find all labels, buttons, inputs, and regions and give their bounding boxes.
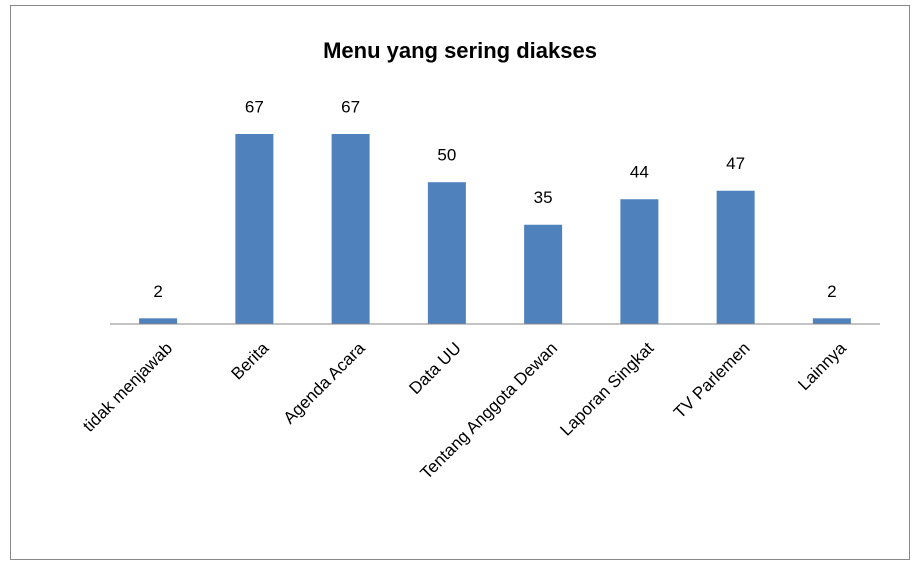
bar	[331, 134, 370, 324]
chart-title: Menu yang sering diakses	[323, 38, 597, 63]
bar	[716, 190, 755, 324]
data-label: 44	[630, 163, 649, 182]
data-label: 50	[437, 146, 456, 165]
data-label: 2	[827, 282, 836, 301]
data-label: 67	[245, 97, 264, 116]
bar	[139, 318, 178, 324]
bar	[524, 224, 563, 324]
data-label: 35	[534, 188, 553, 207]
bar	[812, 318, 851, 324]
data-label: 47	[726, 154, 745, 173]
data-label: 2	[153, 282, 162, 301]
bar	[427, 182, 466, 324]
bar	[235, 134, 274, 324]
bar	[620, 199, 659, 324]
data-label: 67	[341, 97, 360, 116]
